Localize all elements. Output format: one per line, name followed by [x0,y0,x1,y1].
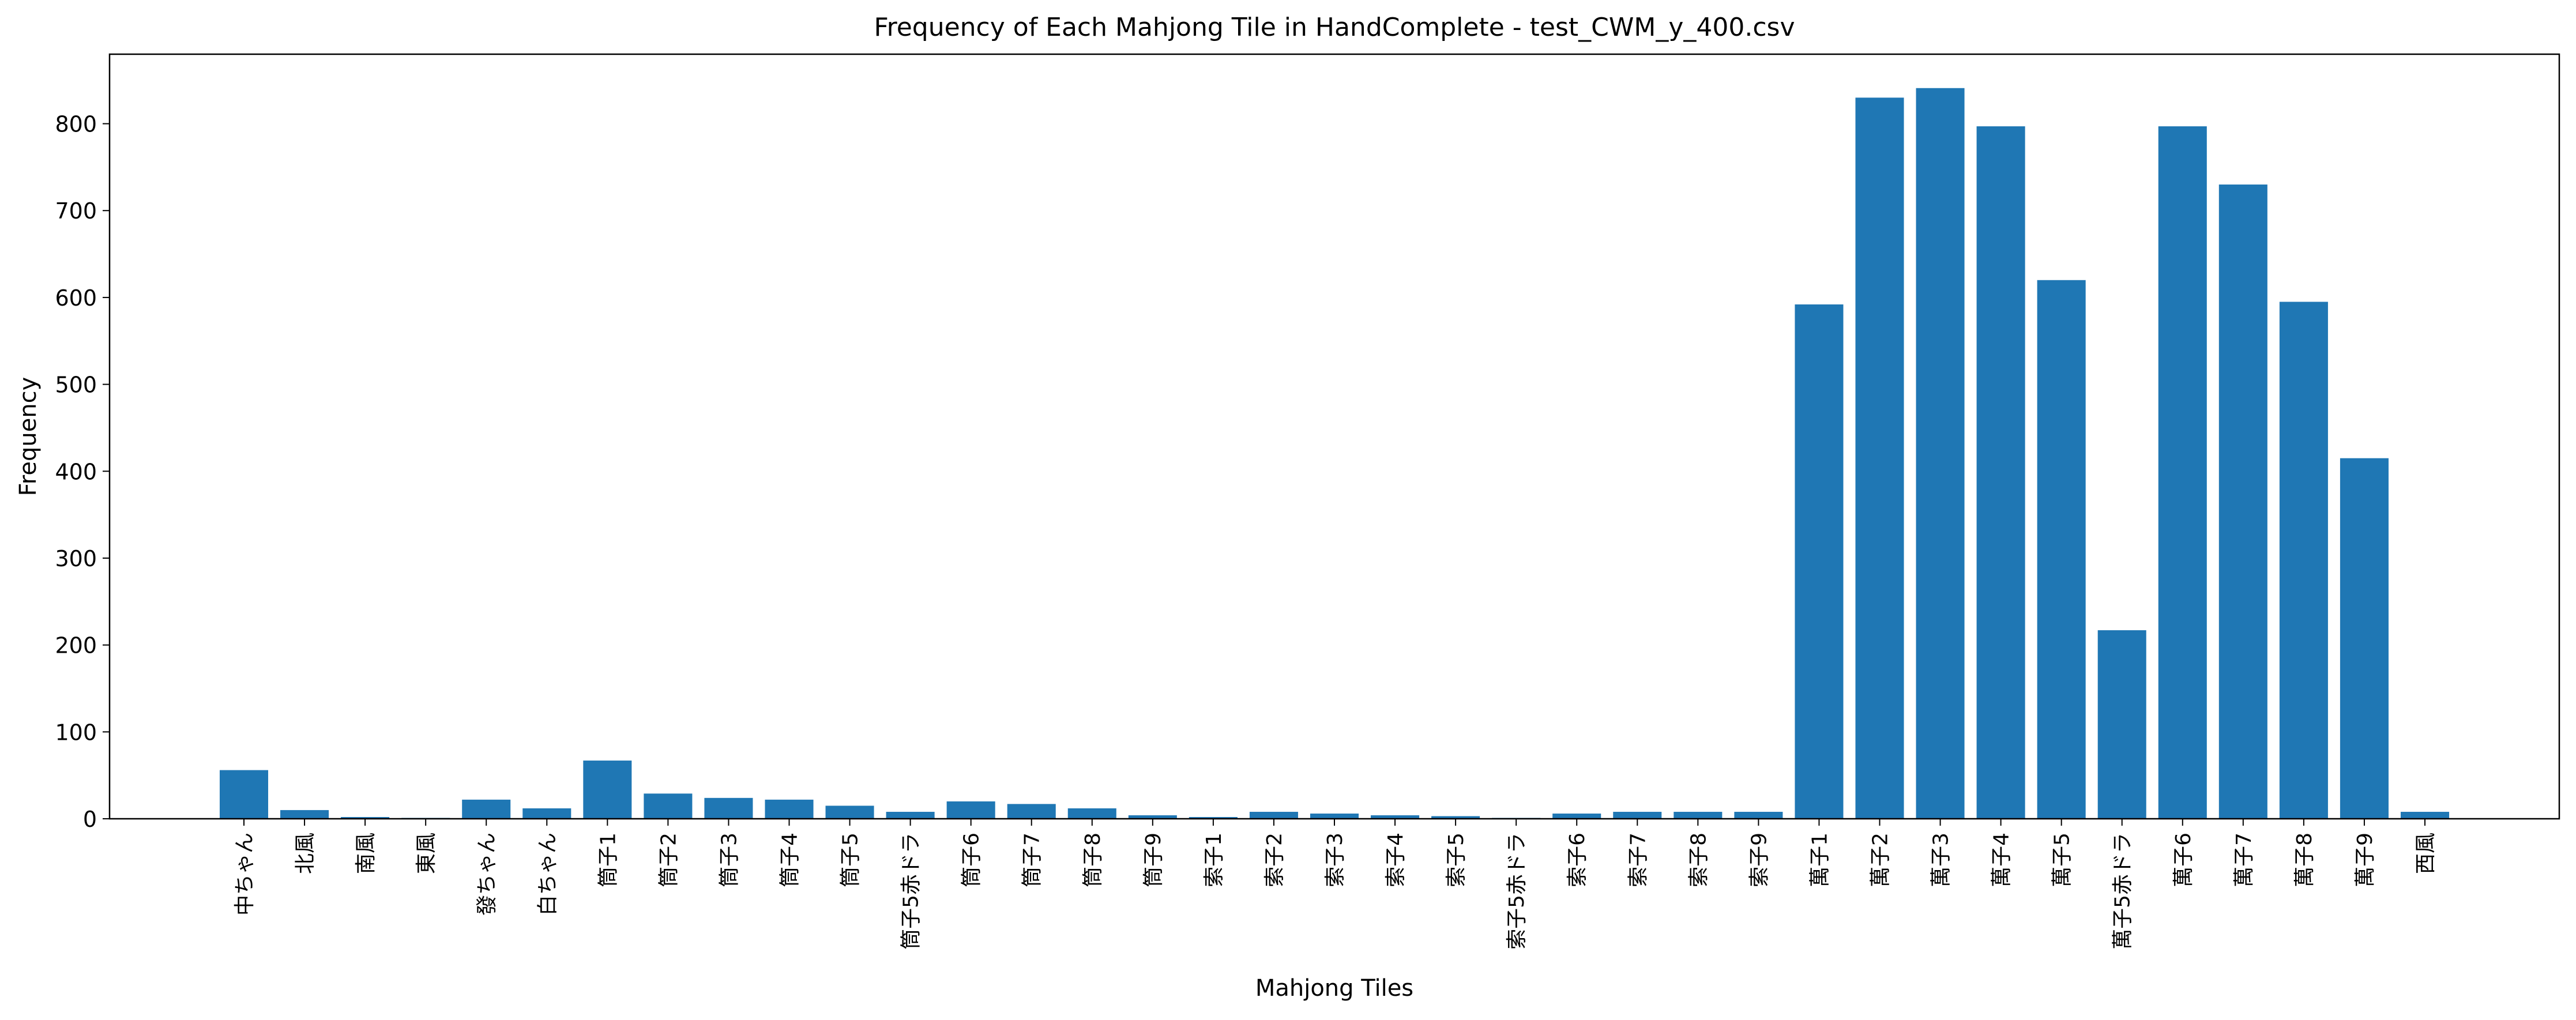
bar [1067,808,1116,819]
x-tick-label: 萬子1 [1808,833,1832,887]
x-tick-label: 筒子8 [1081,833,1105,887]
x-tick-label: 筒子4 [779,833,802,887]
x-tick-label: 萬子3 [1930,833,1953,887]
x-tick-label: 索子4 [1384,833,1408,887]
x-tick-label: 萬子5 [2051,833,2074,887]
y-axis-label: Frequency [15,377,42,496]
bar [644,793,693,819]
bar [1552,813,1601,819]
x-tick-label: 西風 [2414,833,2438,874]
bar [765,799,814,819]
x-tick-label: 萬子7 [2232,833,2256,887]
x-tick-label: 萬子6 [2172,833,2195,887]
bar [583,761,632,819]
y-tick-label: 700 [55,198,97,224]
plot-frame [108,53,2560,820]
x-tick-label: 中ちゃん [233,833,257,916]
bar [1249,811,1298,819]
bar [2097,630,2146,819]
x-tick-label: 索子2 [1263,833,1287,887]
bars-group [219,88,2450,819]
x-tick-label: 筒子2 [657,833,680,887]
x-tick-label: 萬子5赤ドラ [2111,833,2135,950]
y-axis-ticks: 0 100 200 300 400 500 600 700 800 [55,112,110,832]
x-tick-label: 北風 [294,833,317,874]
chart-title: Frequency of Each Mahjong Tile in HandCo… [874,13,1795,42]
bar [2037,280,2086,819]
x-tick-label: 索子3 [1323,833,1347,887]
x-tick-label: 發ちゃん [475,833,499,916]
x-tick-label: 萬子4 [1990,833,2014,887]
bar [522,808,571,819]
bar [1795,304,1844,819]
y-tick-label: 300 [55,546,97,571]
bar [1976,126,2025,819]
x-tick-label: 萬子8 [2293,833,2316,887]
y-tick-label: 500 [55,372,97,398]
bar [2340,458,2389,819]
bar [886,811,935,819]
y-tick-label: 0 [83,807,97,832]
bar [341,816,390,819]
bar [946,801,995,819]
bar [462,799,511,819]
bar [1855,97,1904,819]
y-tick-label: 400 [55,459,97,484]
x-tick-label: 索子5 [1445,833,1468,887]
y-tick-label: 200 [55,633,97,658]
x-tick-label: 筒子7 [1021,833,1044,887]
x-tick-label: 萬子9 [2353,833,2377,887]
bar [1371,815,1420,819]
x-axis-ticks: 中ちゃん 北風 南風 東風 發ちゃん 白ちゃん 筒子1 筒子2 筒子3 筒子4 筒子5 筒子5赤ドラ 筒… [233,819,2438,950]
x-tick-label: 南風 [354,833,378,874]
x-tick-label: 索子8 [1687,833,1710,887]
bar [280,810,329,819]
bar [2400,811,2450,819]
bar [1916,88,1965,819]
x-tick-label: 索子9 [1747,833,1771,887]
bar [1189,816,1238,819]
x-tick-label: 索子5赤ドラ [1505,833,1529,950]
x-tick-label: 筒子5赤ドラ [900,833,923,950]
x-tick-label: 筒子1 [596,833,620,887]
x-tick-label: 索子6 [1566,833,1589,887]
bar [1310,813,1359,819]
bar [1734,811,1783,819]
bar [704,797,753,819]
x-axis-label: Mahjong Tiles [1255,975,1413,1002]
x-tick-label: 索子7 [1626,833,1650,887]
x-tick-label: 白ちゃん [536,833,559,916]
x-tick-label: 筒子6 [960,833,984,887]
y-tick-label: 100 [55,720,97,745]
bar [2279,302,2328,819]
x-tick-label: 索子1 [1202,833,1226,887]
x-tick-label: 東風 [415,833,438,874]
bar [1431,816,1480,819]
bar [1613,811,1662,819]
bar [219,770,269,819]
bar [1674,811,1723,819]
y-tick-label: 600 [55,285,97,311]
bar [2218,185,2267,819]
bar [1007,804,1056,819]
x-tick-label: 筒子9 [1142,833,1165,887]
y-tick-label: 800 [55,112,97,137]
x-tick-label: 萬子2 [1869,833,1893,887]
x-tick-label: 筒子3 [717,833,741,887]
bar [1128,815,1177,819]
bar [825,806,874,819]
x-tick-label: 筒子5 [839,833,863,887]
bar [2158,126,2207,819]
